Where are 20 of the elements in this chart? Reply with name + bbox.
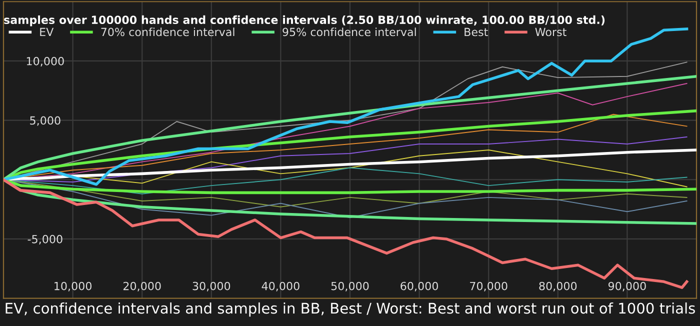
y-tick-label: 10,000 [26,56,64,66]
x-tick-label: 30,000 [192,282,230,292]
x-axis-title: EV, confidence intervals and samples in BB, Best / Worst: Best and worst run out of 1000 trials [6,302,695,317]
x-tick-label: 50,000 [331,282,369,292]
x-tick-label: 80,000 [539,282,577,292]
legend-label: 95% confidence interval [282,28,416,36]
x-tick-label: 40,000 [262,282,300,292]
x-tick-label: 10,000 [54,282,92,292]
text: samples over 100000 hands and confidence intervals (2.50 BB/100 winrate, 100.00 BB/100 std.) [4,15,605,26]
line-series [4,28,688,186]
x-tick-label: 90,000 [608,282,646,292]
x-tick-label: 60,000 [400,282,438,292]
y-tick-label: -5,000 [28,234,62,244]
legend-label: Best [464,28,488,36]
legend-label: 70% confidence interval [101,28,234,36]
y-tick-label: 5,000 [30,116,60,126]
x-tick-label: 70,000 [470,282,508,292]
x-tick-label: 20,000 [123,282,161,292]
legend-label: Worst [535,28,566,36]
legend-label: EV [40,28,54,36]
